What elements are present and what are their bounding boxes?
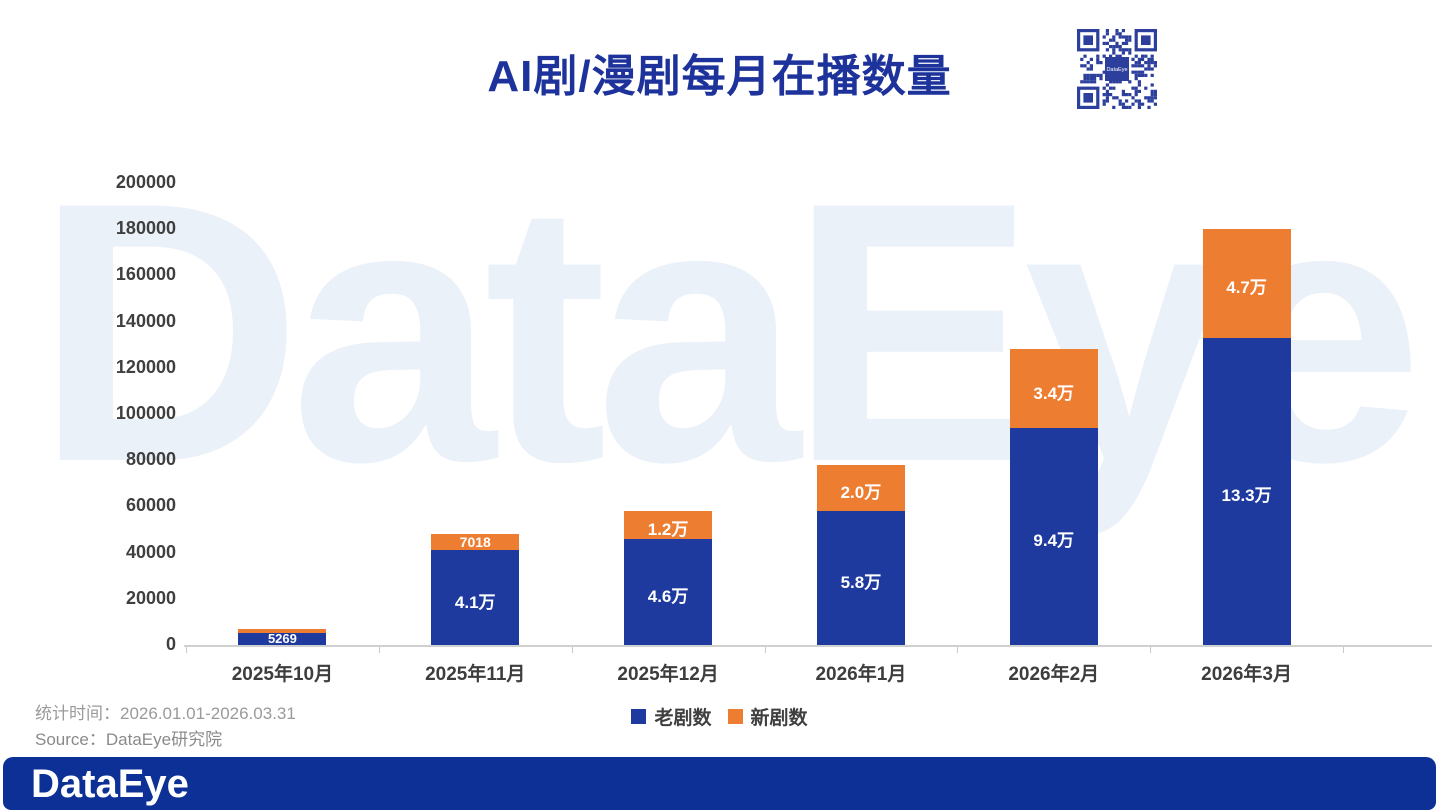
- page-title: AI剧/漫剧每月在播数量: [487, 52, 952, 101]
- footnote-stat-time: 统计时间：2026.01.01-2026.03.31: [35, 704, 296, 723]
- legend-label-new-dramas: 新剧数: [750, 708, 808, 729]
- bar-segment-new: [238, 628, 327, 633]
- y-axis-tick-label: 140000: [115, 310, 176, 331]
- y-axis-tick-label: 60000: [125, 495, 176, 516]
- x-axis-line: [184, 645, 1432, 647]
- y-axis-tick-label: 120000: [115, 356, 176, 377]
- bar-segment-new: [816, 464, 905, 511]
- x-axis-tick: [378, 647, 380, 653]
- footnote-source: Source：DataEye研究院: [35, 730, 223, 749]
- x-axis-label: 2025年10月: [231, 664, 334, 685]
- qr-code: DataEye: [1074, 26, 1160, 112]
- bar-segment-new: [1202, 229, 1291, 338]
- bar-label-new: 7018: [459, 534, 491, 551]
- bar-segment-new: [431, 534, 520, 551]
- bar-segment-old: [1202, 337, 1291, 645]
- x-axis-label: 2026年1月: [815, 664, 907, 685]
- x-axis-tick: [571, 647, 573, 653]
- bar-label-new: 4.7万: [1226, 278, 1267, 298]
- y-axis-tick-label: 20000: [125, 587, 176, 608]
- y-axis-tick-label: 180000: [115, 218, 176, 239]
- y-axis-tick-label: 80000: [125, 449, 176, 470]
- x-axis-tick: [1150, 647, 1152, 653]
- bar-segment-new: [624, 511, 713, 539]
- y-axis-tick-label: 200000: [115, 172, 176, 192]
- y-axis-tick-label: 100000: [115, 403, 176, 423]
- bar-label-new: 3.4万: [1033, 383, 1075, 403]
- bar-label-old: 4.1万: [454, 592, 496, 612]
- x-axis-tick: [186, 647, 187, 653]
- x-axis-label: 2026年3月: [1201, 664, 1292, 685]
- svg-text:DataEye: DataEye: [1106, 67, 1127, 73]
- footer-bar: DataEye: [3, 757, 1436, 810]
- bar-label-old: 5.8万: [840, 573, 882, 592]
- y-axis-tick-label: 0: [165, 634, 176, 654]
- legend: 老剧数 新剧数: [0, 703, 1439, 730]
- bar-label-old: 4.6万: [647, 586, 689, 606]
- bar-segment-old: [1009, 427, 1098, 645]
- watermark-text: DataEye: [35, 126, 1423, 539]
- x-axis-label: 2025年12月: [617, 664, 719, 685]
- legend-swatch-new-dramas: [727, 709, 743, 724]
- bar-label-old: 13.3万: [1221, 486, 1272, 506]
- bar-label-new: 2.0万: [840, 482, 882, 502]
- y-axis-tick-label: 40000: [125, 541, 176, 562]
- x-axis-tick: [957, 647, 959, 653]
- bar-label-old: 9.4万: [1033, 531, 1075, 551]
- x-axis-tick: [764, 647, 766, 653]
- bar-segment-new: [1009, 349, 1098, 428]
- x-axis-label: 2026年2月: [1008, 664, 1100, 685]
- y-axis-tick-label: 160000: [115, 264, 176, 285]
- qr-code-image: DataEye: [1077, 29, 1157, 109]
- x-axis-label: 2025年11月: [425, 664, 526, 685]
- bar-label-new: 1.2万: [647, 519, 689, 539]
- bar-label-old: 5269: [267, 630, 297, 646]
- legend-item-new-dramas: 新剧数: [727, 703, 808, 730]
- bar-segment-old: [624, 538, 713, 645]
- legend-item-old-dramas: 老剧数: [631, 703, 712, 730]
- bar-segment-old: [431, 550, 520, 645]
- x-axis-tick: [1343, 647, 1344, 653]
- bar-segment-old: [238, 632, 327, 645]
- legend-swatch-old-dramas: [631, 709, 647, 724]
- dataeye-logo: DataEye: [31, 761, 189, 806]
- legend-label-old-dramas: 老剧数: [654, 708, 712, 729]
- bar-segment-old: [816, 511, 905, 645]
